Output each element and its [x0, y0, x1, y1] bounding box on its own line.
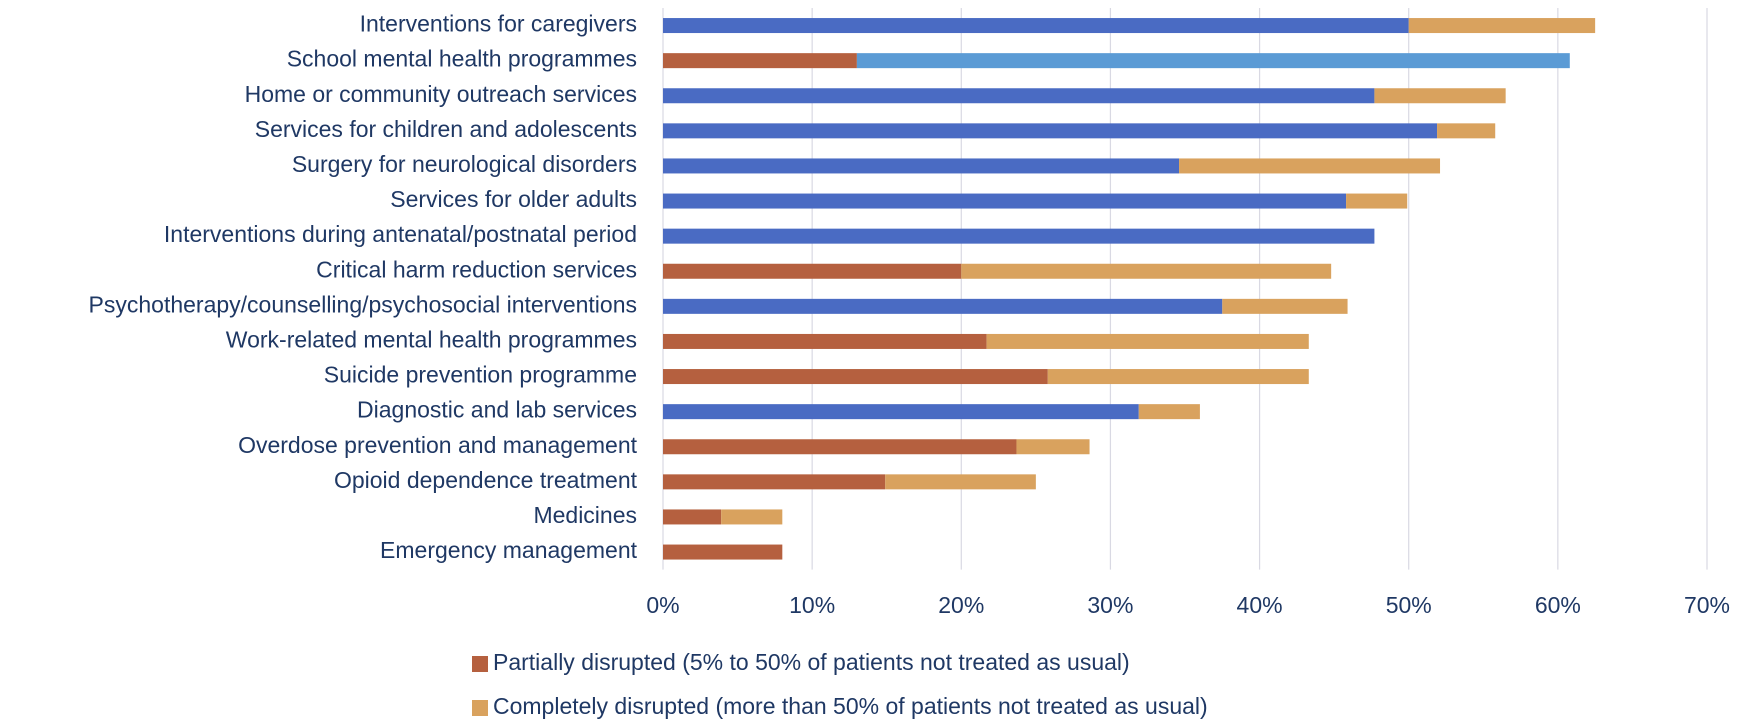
bar-segment: [663, 404, 1139, 420]
bar-segment: [856, 53, 1570, 69]
x-tick-label: 0%: [646, 592, 679, 618]
y-tick-label: Surgery for neurological disorders: [292, 151, 637, 177]
bar-segment: [663, 509, 722, 525]
bar-segment: [885, 474, 1036, 490]
x-tick-label: 60%: [1535, 592, 1581, 618]
y-tick-label: Psychotherapy/counselling/psychosocial i…: [89, 291, 637, 317]
y-tick-label: Services for children and adolescents: [255, 116, 637, 142]
x-tick-label: 10%: [789, 592, 835, 618]
x-tick-label: 40%: [1237, 592, 1283, 618]
y-tick-label: Opioid dependence treatment: [334, 467, 638, 493]
bar-segment: [663, 158, 1180, 174]
legend-swatch: [472, 656, 488, 672]
bar-segment: [663, 18, 1409, 34]
bar-segment: [663, 263, 962, 279]
y-tick-label: Interventions for caregivers: [360, 11, 637, 37]
y-tick-label: School mental health programmes: [287, 46, 637, 72]
bar-segment: [721, 509, 783, 525]
legend-label: Partially disrupted (5% to 50% of patien…: [493, 649, 1130, 675]
x-tick-label: 50%: [1386, 592, 1432, 618]
bar-segment: [663, 333, 987, 349]
bar-segment: [1437, 123, 1496, 139]
y-tick-label: Diagnostic and lab services: [357, 397, 637, 423]
bar-segment: [663, 53, 857, 69]
bar-segment: [1047, 369, 1309, 385]
bar-segment: [1016, 439, 1090, 455]
bar-segment: [1374, 88, 1506, 104]
y-tick-label: Critical harm reduction services: [316, 256, 637, 282]
y-tick-label: Services for older adults: [390, 186, 637, 212]
x-tick-label: 70%: [1684, 592, 1730, 618]
y-tick-label: Suicide prevention programme: [324, 362, 637, 388]
y-tick-label: Emergency management: [380, 537, 638, 563]
y-tick-label: Home or community outreach services: [245, 81, 637, 107]
bar-segment: [1179, 158, 1441, 174]
bar-segment: [663, 544, 783, 560]
legend-swatch: [472, 700, 488, 716]
bar-segment: [663, 439, 1017, 455]
bar-segment: [663, 123, 1438, 139]
x-tick-label: 30%: [1087, 592, 1133, 618]
bar-segment: [1138, 404, 1200, 420]
bar-segment: [1408, 18, 1596, 34]
y-tick-label: Interventions during antenatal/postnatal…: [164, 221, 637, 247]
bar-segment: [1222, 298, 1348, 314]
bar-segment: [961, 263, 1332, 279]
bar-segment: [663, 88, 1375, 104]
bar-segment: [663, 369, 1048, 385]
bar-segment: [663, 193, 1347, 209]
legend-label: Completely disrupted (more than 50% of p…: [493, 693, 1208, 719]
bar-segment: [663, 298, 1223, 314]
y-tick-label: Work-related mental health programmes: [226, 327, 637, 353]
bar-segment: [1346, 193, 1408, 209]
y-tick-label: Overdose prevention and management: [238, 432, 638, 458]
x-tick-label: 20%: [938, 592, 984, 618]
bar-segment: [986, 333, 1309, 349]
y-tick-label: Medicines: [533, 502, 637, 528]
bar-segment: [663, 474, 886, 490]
bar-segment: [663, 228, 1375, 244]
